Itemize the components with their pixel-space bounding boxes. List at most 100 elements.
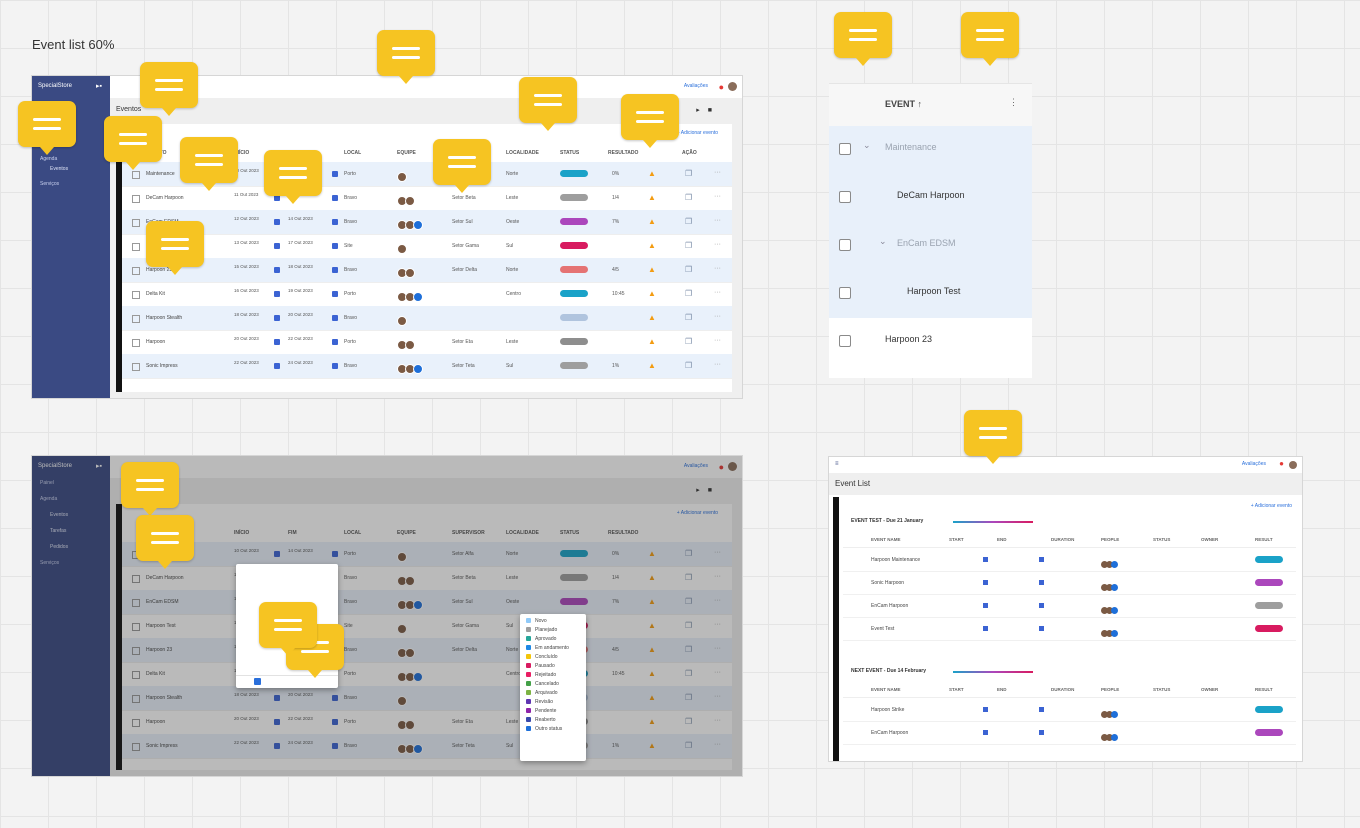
calendar-icon[interactable]: [274, 719, 280, 725]
table-row[interactable]: Harpoon 20 Out 2023 22 Out 2023 Porto Setor …: [122, 330, 732, 355]
table-row[interactable]: Harpoon Maintenance: [843, 549, 1296, 572]
calendar-icon[interactable]: [983, 626, 988, 631]
alert-icon[interactable]: ▲: [648, 241, 656, 250]
event-name[interactable]: Event Test: [871, 626, 895, 632]
more-icon[interactable]: ···: [714, 217, 721, 224]
sticky-note-icon[interactable]: [146, 221, 204, 275]
table-row[interactable]: EnCam Harpoon: [843, 595, 1296, 618]
status-badge[interactable]: [1255, 729, 1283, 736]
sticky-note-icon[interactable]: [104, 116, 162, 170]
calendar-icon[interactable]: [274, 195, 280, 201]
row-checkbox[interactable]: [132, 291, 140, 299]
alert-icon[interactable]: ▲: [648, 693, 656, 702]
add-event-button[interactable]: + Adicionar evento: [1250, 503, 1292, 509]
avatar-group[interactable]: [397, 361, 423, 374]
avatar-group[interactable]: [397, 313, 407, 326]
event-name[interactable]: Harpoon: [146, 719, 166, 725]
more-icon[interactable]: ···: [714, 313, 721, 320]
sidebar-item-servicos[interactable]: Serviços: [40, 560, 60, 566]
calendar-icon[interactable]: [332, 291, 338, 297]
more-icon[interactable]: ···: [714, 717, 721, 724]
sidebar-item-tarefas[interactable]: Tarefas: [50, 528, 67, 534]
sticky-note-icon[interactable]: [377, 30, 435, 84]
manage-link[interactable]: Avaliações: [1241, 461, 1266, 467]
avatar[interactable]: [728, 462, 737, 471]
row-checkbox[interactable]: [132, 575, 140, 583]
list-item[interactable]: ⌄ Maintenance: [829, 126, 1032, 174]
row-checkbox[interactable]: [132, 647, 140, 655]
col-header[interactable]: EQUIPE: [397, 530, 416, 536]
status-badge[interactable]: [560, 194, 588, 201]
copy-icon[interactable]: ❐: [685, 361, 693, 370]
col-header[interactable]: RESULT: [1255, 687, 1273, 692]
status-badge[interactable]: [1255, 706, 1283, 713]
copy-icon[interactable]: ❐: [685, 241, 693, 250]
copy-icon[interactable]: ❐: [685, 313, 693, 322]
col-header[interactable]: INÍCIO: [234, 530, 250, 536]
add-event-button[interactable]: + Adicionar evento: [676, 510, 718, 516]
sidebar-item-painel[interactable]: Painel: [40, 480, 54, 486]
status-menu-item[interactable]: Pausado: [520, 662, 586, 671]
event-name[interactable]: Harpoon Strike: [871, 707, 905, 713]
calendar-icon[interactable]: [332, 339, 338, 345]
copy-icon[interactable]: ❐: [685, 549, 693, 558]
row-checkbox[interactable]: [839, 335, 851, 347]
status-badge[interactable]: [560, 290, 588, 297]
event-name[interactable]: Harpoon 23: [146, 647, 173, 653]
calendar-icon[interactable]: [332, 171, 338, 177]
calendar-icon[interactable]: [332, 695, 338, 701]
event-name[interactable]: DeCam Harpoon: [146, 575, 184, 581]
more-icon[interactable]: ···: [714, 621, 721, 628]
row-checkbox[interactable]: [132, 671, 140, 679]
alert-icon[interactable]: ▲: [648, 549, 656, 558]
calendar-icon[interactable]: [332, 315, 338, 321]
status-badge[interactable]: [560, 314, 588, 321]
sidebar-item-eventos[interactable]: Eventos: [50, 166, 69, 172]
calendar-icon[interactable]: [1039, 603, 1044, 608]
col-header[interactable]: EVENT NAME: [871, 687, 901, 692]
calendar-icon[interactable]: [274, 243, 280, 249]
row-checkbox[interactable]: [132, 171, 140, 179]
row-checkbox[interactable]: [132, 195, 140, 203]
event-name[interactable]: Harpoon 23: [146, 267, 173, 273]
status-menu-item[interactable]: Cancelado: [520, 680, 586, 689]
col-header[interactable]: PEOPLE: [1101, 687, 1120, 692]
calendar-icon[interactable]: [332, 551, 338, 557]
status-menu-item[interactable]: Concluído: [520, 653, 586, 662]
status-menu-item[interactable]: Reaberto: [520, 716, 586, 725]
calendar-icon[interactable]: [274, 267, 280, 273]
alert-icon[interactable]: ▲: [648, 669, 656, 678]
sticky-note-icon[interactable]: [621, 94, 679, 148]
more-icon[interactable]: ···: [714, 169, 721, 176]
avatar-group[interactable]: [1101, 624, 1118, 642]
calendar-icon[interactable]: [983, 557, 988, 562]
event-name[interactable]: Sonic Impress: [146, 743, 178, 749]
col-header[interactable]: PEOPLE: [1101, 537, 1120, 542]
table-row[interactable]: Sonic Harpoon: [843, 572, 1296, 595]
event-name[interactable]: Maintenance: [146, 171, 175, 177]
more-icon[interactable]: ⋮: [1009, 97, 1018, 107]
row-checkbox[interactable]: [132, 599, 140, 607]
status-badge[interactable]: [560, 550, 588, 557]
alert-icon[interactable]: ▲: [648, 193, 656, 202]
event-name[interactable]: Delta Kit: [146, 671, 165, 677]
calendar-icon[interactable]: [254, 678, 261, 685]
copy-icon[interactable]: ❐: [685, 693, 693, 702]
calendar-icon[interactable]: [274, 743, 280, 749]
calendar-icon[interactable]: [983, 580, 988, 585]
collapse-icon[interactable]: ▸▪: [96, 463, 102, 470]
avatar-group[interactable]: [397, 669, 423, 682]
menu-icon[interactable]: ≡: [835, 461, 839, 467]
status-badge[interactable]: [560, 242, 588, 249]
row-checkbox[interactable]: [132, 743, 140, 751]
more-icon[interactable]: ···: [714, 741, 721, 748]
col-header[interactable]: FIM: [288, 530, 297, 536]
sticky-note-icon[interactable]: [180, 137, 238, 191]
row-checkbox[interactable]: [132, 219, 140, 227]
col-header[interactable]: LOCAL: [344, 150, 362, 156]
alert-icon[interactable]: ▲: [648, 217, 656, 226]
event-name[interactable]: Sonic Harpoon: [871, 580, 905, 586]
sticky-note-icon[interactable]: [259, 602, 317, 656]
